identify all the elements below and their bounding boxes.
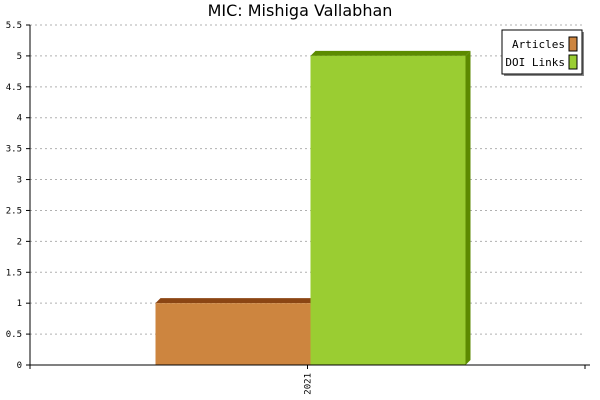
chart-title: MIC: Mishiga Vallabhan	[208, 1, 393, 20]
y-tick-label: 4	[17, 114, 22, 124]
x-axis-ticks: 2021	[29, 365, 586, 395]
legend: Articles DOI Links	[501, 29, 584, 76]
y-tick-label: 3	[17, 176, 22, 186]
legend-label: DOI Links	[505, 56, 565, 69]
x-tick-label: 2021	[304, 373, 314, 395]
bar-top	[310, 50, 471, 56]
bars	[155, 50, 471, 366]
legend-swatch	[568, 36, 578, 52]
y-tick-label: 2.5	[6, 206, 22, 216]
y-axis-ticks: 0 0.5 1 1.5 2 2.5 3 3.5 4 4.5 5 5.5	[6, 21, 30, 371]
y-tick-label: 3.5	[6, 145, 22, 155]
bar-side	[465, 50, 471, 366]
bar	[310, 55, 466, 366]
y-tick-label: 1	[17, 299, 22, 309]
y-tick-label: 4.5	[6, 83, 22, 93]
y-tick-label: 5	[17, 52, 22, 62]
y-tick-label: 1.5	[6, 268, 22, 278]
legend-swatch	[568, 54, 578, 70]
bar-top	[155, 298, 316, 304]
axes	[29, 25, 590, 366]
legend-label: Articles	[512, 38, 565, 51]
y-tick-label: 2	[17, 237, 22, 247]
y-tick-label: 0.5	[6, 330, 22, 340]
bar	[155, 303, 311, 365]
y-tick-label: 5.5	[6, 21, 22, 31]
y-tick-label: 0	[17, 361, 22, 371]
